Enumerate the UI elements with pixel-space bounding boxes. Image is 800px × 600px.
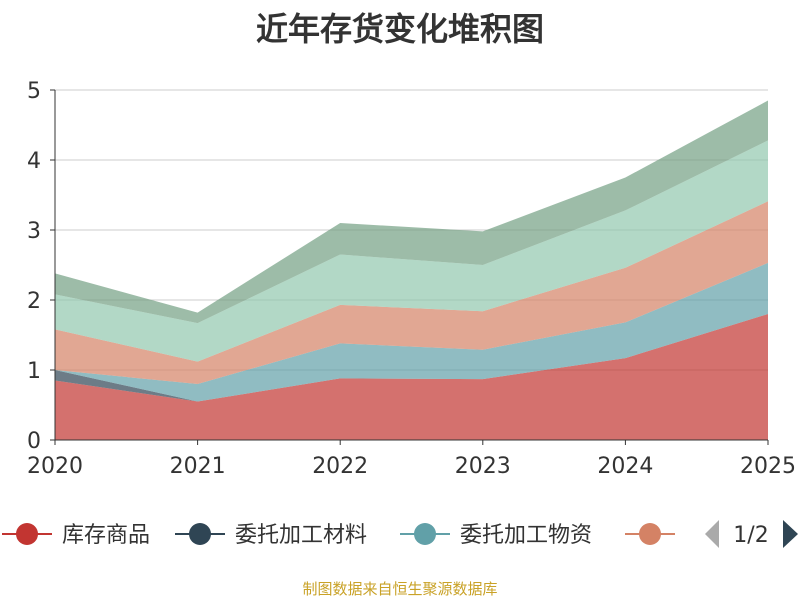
area-series-0 xyxy=(55,314,768,440)
legend-page-indicator: 1/2 xyxy=(733,523,768,548)
y-tick-label: 4 xyxy=(27,149,41,174)
legend-item[interactable]: 委托加工材料 xyxy=(175,523,367,548)
source-note: 制图数据来自恒生聚源数据库 xyxy=(302,580,498,598)
y-tick-label: 5 xyxy=(27,79,41,104)
y-tick-label: 2 xyxy=(27,289,41,314)
legend-marker xyxy=(16,523,38,545)
legend-label: 库存商品 xyxy=(62,523,150,548)
legend-item[interactable]: 委托加工物资 xyxy=(400,523,592,548)
area-layer xyxy=(55,100,768,440)
chart-title: 近年存货变化堆积图 xyxy=(255,10,544,48)
area-series-4 xyxy=(55,140,768,362)
x-tick-label: 2021 xyxy=(170,454,226,479)
y-tick-label: 1 xyxy=(27,359,41,384)
x-tick-label: 2022 xyxy=(312,454,368,479)
legend-marker xyxy=(639,523,661,545)
axis-layer: 0 1 2 3 4 5 2020 2021 2022 2023 2024 2025 xyxy=(27,79,796,479)
x-tick-label: 2024 xyxy=(597,454,653,479)
x-tick-label: 2020 xyxy=(27,454,83,479)
legend-prev-icon[interactable] xyxy=(705,520,719,548)
legend-label: 委托加工物资 xyxy=(460,523,592,548)
x-tick-label: 2025 xyxy=(740,454,796,479)
area-series-2 xyxy=(55,262,768,402)
area-series-5 xyxy=(55,100,768,324)
y-tick-label: 0 xyxy=(27,429,41,454)
x-tick-label: 2023 xyxy=(455,454,511,479)
legend-item[interactable] xyxy=(625,523,675,545)
legend-next-icon[interactable] xyxy=(783,520,798,548)
area-series-3 xyxy=(55,201,768,384)
legend: 库存商品 委托加工材料 委托加工物资 1/2 xyxy=(2,520,798,548)
legend-marker xyxy=(189,523,211,545)
legend-item[interactable]: 库存商品 xyxy=(2,523,150,548)
legend-marker xyxy=(414,523,436,545)
legend-label: 委托加工材料 xyxy=(235,523,367,548)
y-tick-label: 3 xyxy=(27,219,41,244)
